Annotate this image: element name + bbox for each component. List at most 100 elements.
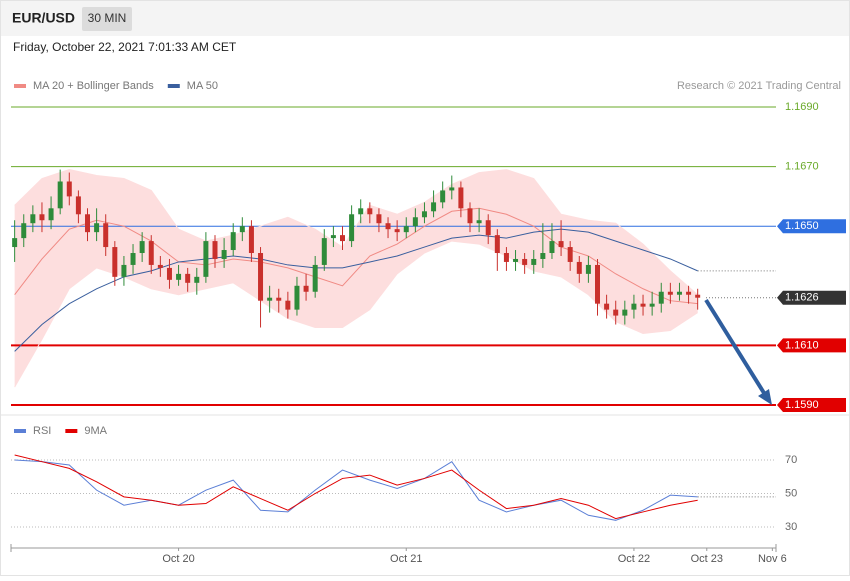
candle-body	[185, 273, 191, 283]
candle-body	[631, 303, 637, 310]
candle-body	[248, 226, 254, 254]
candle-body	[440, 190, 446, 203]
candle-body	[258, 253, 264, 301]
candle-body	[303, 285, 309, 292]
band-edge	[14, 240, 698, 388]
candle-body	[267, 297, 273, 301]
projection-arrow	[704, 298, 766, 395]
candle-body	[239, 226, 245, 233]
candle-body	[449, 187, 455, 191]
candle-body	[94, 223, 100, 233]
candle-body	[658, 291, 664, 304]
candle-body	[494, 235, 500, 254]
candle-body	[66, 181, 72, 197]
y-tick-label: 30	[785, 521, 797, 533]
candle-body	[358, 208, 364, 215]
candle-body	[503, 253, 509, 262]
candle-body	[522, 258, 528, 265]
x-tick-label: Oct 22	[618, 553, 650, 565]
indicator-line	[14, 459, 698, 521]
candle-body	[112, 247, 118, 277]
candle-body	[75, 196, 81, 215]
candle-body	[667, 291, 673, 295]
candle-body	[485, 220, 491, 236]
price-label: 1.1590	[785, 399, 819, 411]
candle-body	[467, 208, 473, 224]
arrow-head	[758, 389, 772, 405]
candle-body	[385, 223, 391, 230]
candle-body	[194, 276, 200, 283]
candle-body	[121, 264, 127, 277]
timeframe-label[interactable]: 30 MIN	[88, 11, 127, 25]
candle-body	[157, 264, 163, 268]
candle-body	[312, 264, 318, 292]
candle-body	[458, 187, 464, 209]
candle-body	[604, 303, 610, 310]
timestamp: Friday, October 22, 2021 7:01:33 AM CET	[13, 40, 237, 54]
symbol: EUR/USD	[12, 10, 75, 26]
candle-body	[576, 261, 582, 274]
candle-body	[12, 238, 18, 248]
legend-swatch	[14, 84, 26, 88]
candle-body	[394, 229, 400, 233]
candle-body	[166, 267, 172, 280]
candle-body	[549, 241, 555, 254]
candle-body	[431, 202, 437, 212]
candle-body	[476, 220, 482, 224]
legend-swatch	[14, 429, 26, 433]
price-tag	[777, 397, 846, 412]
candle-body	[212, 241, 218, 259]
candle-body	[48, 208, 54, 221]
candle-body	[330, 235, 336, 239]
candle-body	[412, 217, 418, 227]
legend-label: 9MA	[84, 425, 107, 437]
x-tick-label: Oct 21	[390, 553, 422, 565]
legend-swatch	[65, 429, 78, 433]
legend-label: MA 50	[187, 80, 218, 92]
bollinger-band	[14, 169, 698, 388]
price-tag	[777, 290, 846, 305]
indicator-line	[14, 454, 698, 520]
candle-body	[321, 238, 327, 265]
timeframe-button[interactable]	[82, 7, 132, 31]
candle-body	[30, 214, 36, 224]
candle-body	[585, 264, 591, 274]
candle-body	[276, 297, 282, 301]
candle-body	[567, 247, 573, 262]
candle-body	[85, 214, 90, 233]
price-label: 1.1650	[785, 220, 819, 232]
price-label: 1.1610	[785, 339, 819, 351]
candle-body	[349, 214, 355, 242]
candle-body	[340, 235, 345, 242]
candle-body	[148, 241, 154, 265]
candle-body	[676, 291, 682, 295]
candle-body	[294, 285, 300, 310]
candle-body	[285, 300, 291, 310]
price-tag	[777, 219, 846, 234]
legend-swatch	[167, 84, 180, 88]
candle-body	[103, 223, 109, 248]
candle-body	[57, 181, 63, 209]
candle-body	[613, 309, 619, 316]
y-tick-label: 50	[785, 487, 797, 499]
candle-body	[203, 241, 209, 277]
price-label: 1.1690	[785, 101, 819, 113]
moving-average	[14, 228, 698, 352]
price-label: 1.1626	[785, 292, 819, 304]
candle-body	[640, 303, 646, 307]
candle-body	[367, 208, 373, 215]
candle-body	[130, 253, 136, 265]
legend-label: MA 20 + Bollinger Bands	[33, 80, 154, 92]
legend-label: RSI	[33, 425, 51, 437]
moving-average	[14, 207, 698, 305]
price-tag	[777, 338, 846, 353]
candle-body	[531, 258, 537, 265]
candle-body	[686, 291, 692, 295]
candle-body	[230, 232, 236, 251]
x-tick-label: Oct 23	[691, 553, 723, 565]
x-tick-label: Oct 20	[162, 553, 194, 565]
header-bar	[1, 1, 849, 36]
candle-body	[376, 214, 382, 224]
candle-body	[139, 241, 145, 254]
